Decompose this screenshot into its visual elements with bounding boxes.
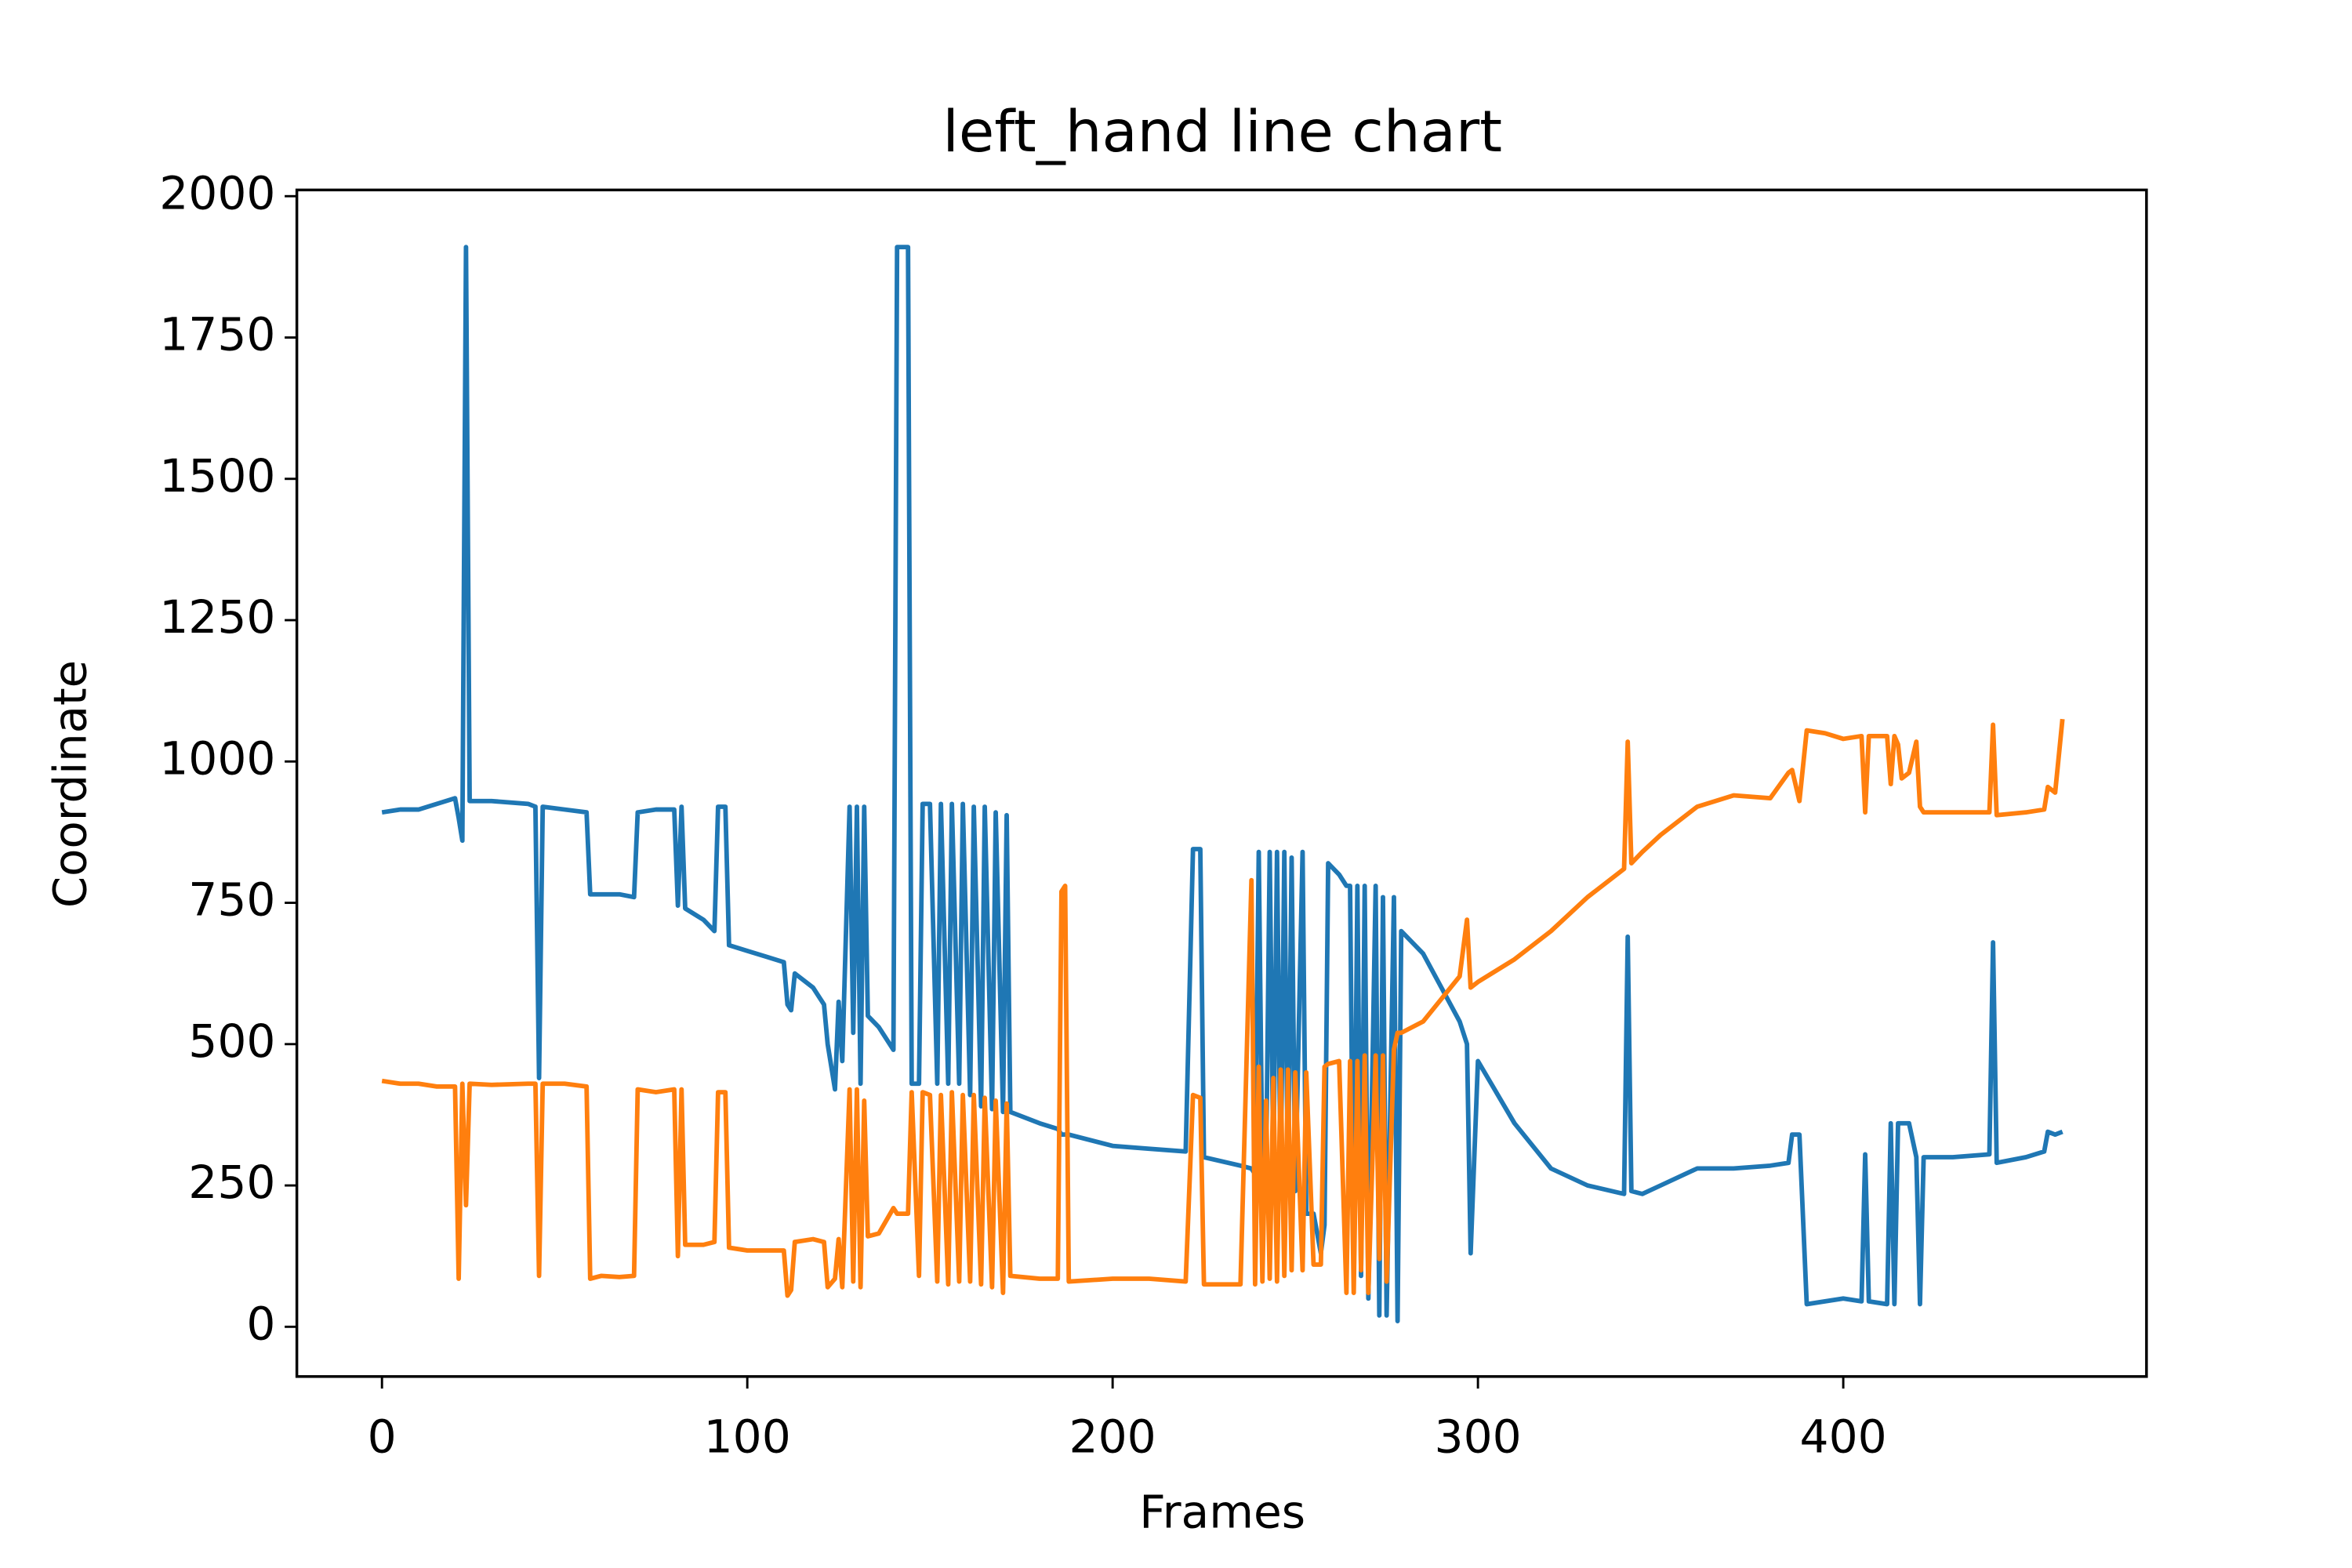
line-series <box>381 718 2065 1298</box>
y-tick-label: 0 <box>246 1298 275 1351</box>
y-tick-label: 2000 <box>159 167 275 220</box>
y-tick-label: 1000 <box>159 732 275 786</box>
y-tick-label: 1750 <box>159 308 275 361</box>
x-tick-label: 0 <box>368 1410 397 1464</box>
y-tick-label: 500 <box>188 1014 275 1068</box>
x-tick-label: 400 <box>1800 1410 1887 1464</box>
x-tick-label: 300 <box>1435 1410 1522 1464</box>
x-tick-label: 200 <box>1069 1410 1156 1464</box>
line-series <box>381 245 2063 1323</box>
y-tick-label: 750 <box>188 873 275 927</box>
y-tick-label: 1500 <box>159 449 275 503</box>
chart-title: left_hand line chart <box>942 99 1502 165</box>
y-tick-label: 250 <box>188 1156 275 1209</box>
plot-frame <box>295 188 2148 1378</box>
x-axis-label: Frames <box>1139 1486 1305 1539</box>
x-tick-label: 100 <box>704 1410 791 1464</box>
y-axis-label: Coordinate <box>43 660 96 908</box>
y-tick-label: 1250 <box>159 590 275 644</box>
